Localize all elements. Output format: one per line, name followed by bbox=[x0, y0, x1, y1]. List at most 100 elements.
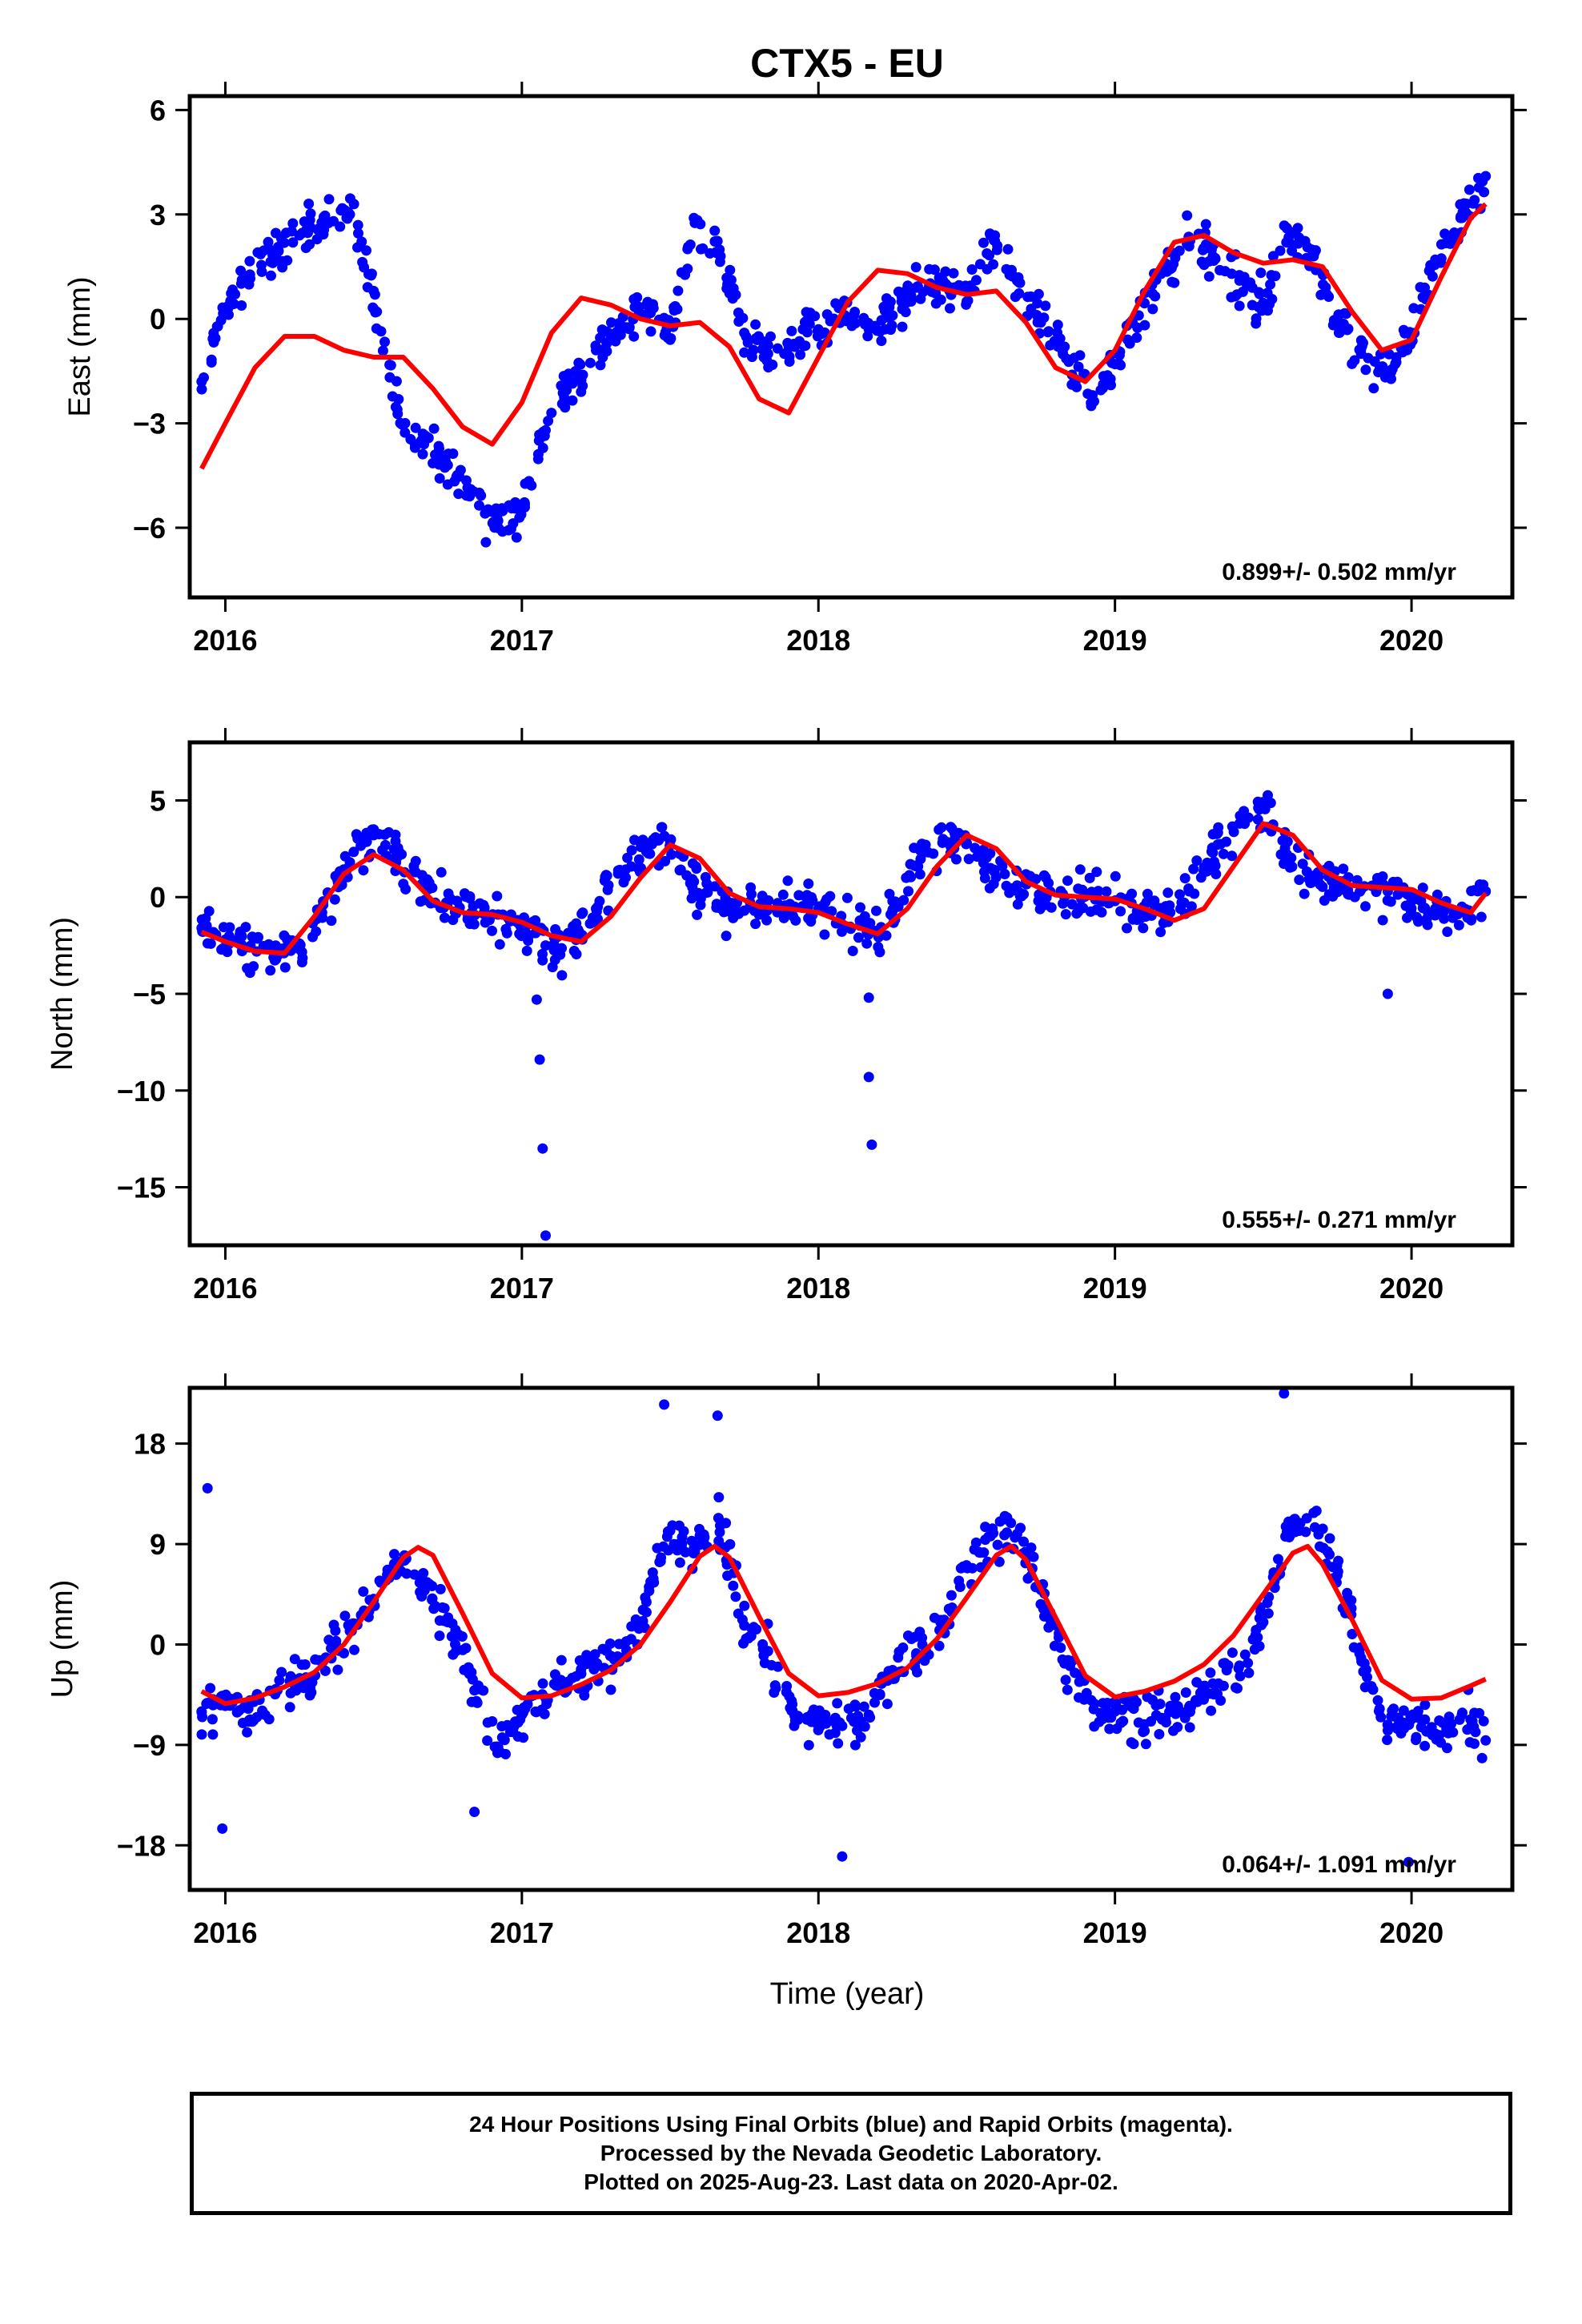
data-point bbox=[248, 1715, 259, 1726]
data-point bbox=[1388, 1703, 1399, 1715]
data-point bbox=[803, 1739, 814, 1751]
data-point bbox=[436, 866, 447, 878]
data-point bbox=[263, 1714, 275, 1725]
data-point bbox=[1367, 1684, 1379, 1695]
data-point bbox=[1279, 220, 1290, 231]
data-point bbox=[841, 892, 853, 903]
data-point bbox=[576, 386, 587, 397]
data-point bbox=[920, 839, 931, 850]
data-point bbox=[1172, 1722, 1183, 1733]
data-point bbox=[602, 884, 613, 895]
data-point bbox=[589, 1649, 600, 1660]
data-point bbox=[951, 854, 962, 865]
data-point bbox=[287, 218, 299, 229]
y-tick-label: 18 bbox=[134, 1428, 166, 1461]
data-point bbox=[858, 1701, 869, 1712]
data-point bbox=[1421, 914, 1432, 925]
data-point bbox=[633, 854, 644, 865]
data-point bbox=[999, 869, 1010, 879]
data-point bbox=[1146, 1716, 1157, 1727]
data-point bbox=[483, 504, 494, 515]
data-point bbox=[820, 1710, 831, 1720]
data-point bbox=[1359, 1682, 1371, 1693]
data-point bbox=[615, 329, 626, 340]
y-tick-label: −9 bbox=[133, 1729, 166, 1762]
data-point bbox=[1343, 324, 1354, 335]
data-point bbox=[1468, 198, 1479, 209]
data-point bbox=[1208, 255, 1219, 266]
data-point bbox=[1211, 869, 1222, 879]
data-point bbox=[1419, 1699, 1431, 1711]
data-point bbox=[656, 1552, 667, 1563]
data-point bbox=[1195, 872, 1207, 883]
data-point bbox=[1232, 1683, 1243, 1694]
data-point bbox=[519, 498, 530, 509]
data-point bbox=[1332, 887, 1343, 898]
x-tick-label: 2020 bbox=[1379, 1272, 1443, 1305]
data-point bbox=[748, 344, 759, 356]
data-point bbox=[901, 872, 912, 883]
data-point bbox=[849, 1699, 861, 1711]
data-point bbox=[510, 1716, 520, 1727]
data-point bbox=[224, 922, 235, 933]
data-point bbox=[698, 1529, 709, 1540]
data-point bbox=[434, 1630, 445, 1642]
data-point bbox=[282, 255, 293, 266]
data-point bbox=[205, 1683, 216, 1694]
data-point bbox=[1013, 272, 1024, 283]
data-point bbox=[597, 1643, 608, 1655]
data-point bbox=[301, 224, 312, 235]
data-point bbox=[871, 905, 881, 916]
data-point bbox=[1333, 328, 1344, 338]
data-point bbox=[427, 1594, 438, 1606]
data-point bbox=[1351, 875, 1363, 886]
data-point bbox=[225, 296, 236, 307]
data-point bbox=[1403, 1719, 1415, 1731]
data-point bbox=[300, 243, 311, 253]
data-point bbox=[1147, 288, 1158, 300]
data-point bbox=[521, 945, 532, 956]
data-point bbox=[629, 834, 640, 846]
data-point bbox=[532, 453, 544, 464]
data-point bbox=[1435, 253, 1447, 264]
data-point bbox=[1215, 264, 1226, 275]
data-point bbox=[1387, 364, 1398, 375]
data-point bbox=[1191, 1677, 1203, 1688]
data-point bbox=[1426, 1722, 1437, 1733]
data-point bbox=[757, 336, 769, 347]
y-tick-label: 0 bbox=[150, 303, 166, 336]
data-point bbox=[781, 1681, 793, 1691]
data-point bbox=[596, 324, 608, 336]
data-point bbox=[265, 965, 276, 976]
data-point bbox=[1022, 292, 1034, 303]
y-tick-label: −15 bbox=[117, 1172, 166, 1204]
data-point bbox=[1230, 291, 1241, 302]
plot-frame bbox=[187, 94, 1515, 600]
data-point bbox=[945, 303, 955, 314]
data-point bbox=[568, 921, 579, 932]
data-point bbox=[236, 300, 247, 311]
data-point bbox=[480, 537, 492, 548]
data-point bbox=[876, 315, 887, 326]
data-point bbox=[537, 955, 548, 966]
data-point bbox=[652, 1542, 663, 1554]
data-point bbox=[1333, 1555, 1344, 1566]
data-point bbox=[1018, 1536, 1029, 1547]
data-point bbox=[997, 861, 1008, 872]
data-point bbox=[1179, 873, 1191, 884]
data-point bbox=[567, 395, 578, 406]
data-point bbox=[974, 259, 986, 270]
data-point bbox=[1124, 338, 1135, 349]
data-point bbox=[319, 1665, 331, 1676]
data-point bbox=[1237, 286, 1248, 297]
data-point bbox=[784, 351, 795, 362]
data-point bbox=[460, 1642, 472, 1654]
data-point bbox=[541, 1696, 552, 1707]
data-point bbox=[556, 1655, 567, 1666]
data-point bbox=[725, 275, 737, 286]
data-point bbox=[526, 480, 537, 491]
data-point bbox=[917, 286, 929, 297]
plot-frame bbox=[187, 1385, 1515, 1892]
data-point bbox=[337, 203, 347, 214]
data-point bbox=[819, 327, 830, 338]
